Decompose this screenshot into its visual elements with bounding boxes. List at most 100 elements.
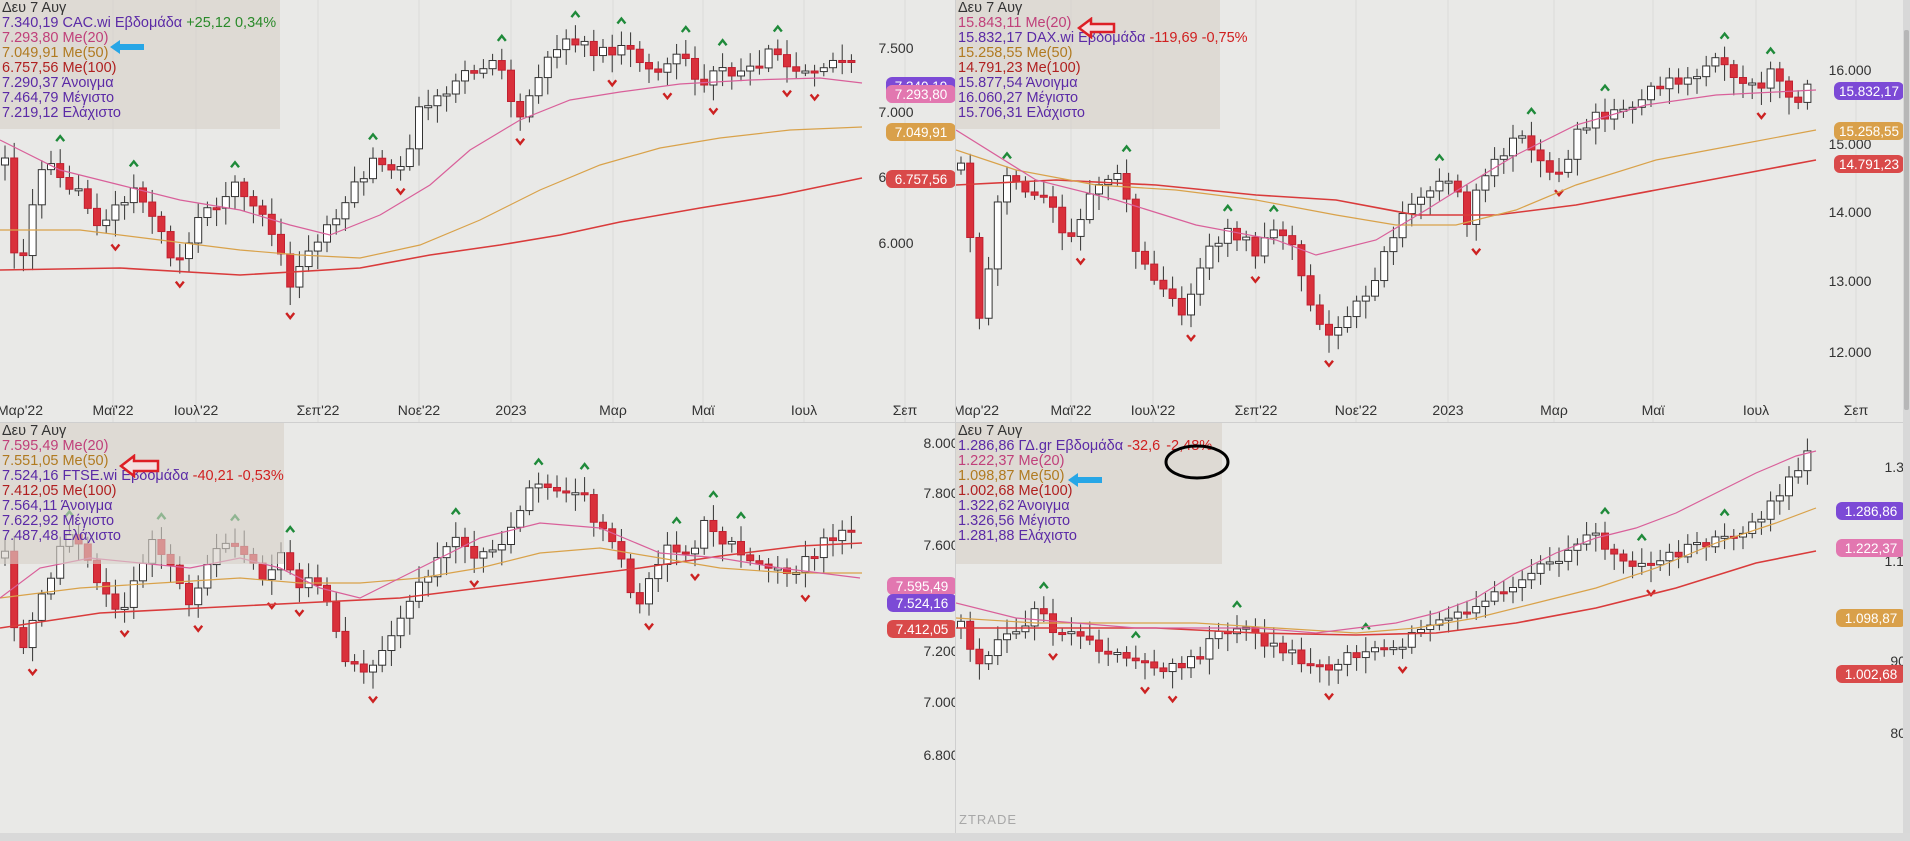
ftse-candle: [341, 630, 350, 663]
gd-candle: [1315, 664, 1324, 668]
gd-candle: [1159, 667, 1168, 673]
annotation-arrow-blue-gd: [1068, 473, 1102, 487]
gd-legend-row: 1.322,62 Άνοιγμα: [958, 499, 1220, 514]
cac-candle: [258, 205, 267, 215]
gd-candle: [1463, 611, 1471, 615]
cac-candle: [553, 49, 561, 58]
gd-candle: [1407, 632, 1416, 648]
ftse-pivot-high-arrow: [579, 462, 590, 470]
cac-candle: [497, 60, 506, 71]
dax-candle: [993, 201, 1002, 270]
chart-panel-cac[interactable]: 7.5007.0006.5006.000Μαρ'22Μαϊ'22Ιουλ'22Σ…: [0, 0, 955, 422]
dax-x-tick-label: Σεπ'22: [1235, 402, 1278, 418]
dax-ma20-line: [956, 89, 1817, 256]
cac-legend-label: 7.293,80 Me(20): [2, 30, 109, 46]
dax-candle: [1223, 227, 1232, 244]
gd-candle: [993, 639, 1002, 657]
dax-candle: [1058, 206, 1067, 234]
chart-panel-gd[interactable]: 1.3001.1009008001.286,861.222,371.098,87…: [956, 423, 1903, 833]
dax-pivot-low-arrow: [1075, 257, 1086, 266]
cac-candle: [801, 70, 810, 74]
gd-candle: [1361, 651, 1370, 659]
cac-candle: [681, 53, 690, 59]
ftse-candle: [746, 554, 755, 562]
scrollbar[interactable]: [1903, 0, 1910, 841]
cac-x-tick-label: Σεπ'22: [297, 402, 340, 418]
gd-ma20-line: [956, 450, 1817, 634]
scrollbar-thumb[interactable]: [1904, 30, 1909, 410]
ftse-y-tick-label: 7.600: [923, 537, 955, 553]
ftse-candle: [378, 650, 387, 666]
dax-pivot-low-arrow: [1471, 247, 1482, 256]
gd-pivot-high-arrow: [1719, 508, 1730, 517]
gd-pivot-high-arrow: [1600, 506, 1610, 515]
gd-candle: [1260, 632, 1269, 647]
dax-candle: [1693, 76, 1701, 80]
dax-candle: [1076, 219, 1085, 237]
gd-candle: [1380, 647, 1389, 651]
ftse-candle: [350, 661, 359, 665]
ftse-legend-change: -40,21 -0,53%: [188, 468, 284, 484]
ftse-legend-row: 7.564,11 Άνοιγμα: [2, 499, 282, 514]
gd-candle: [1398, 646, 1407, 650]
ftse-candle: [681, 551, 690, 555]
cac-candle: [543, 56, 552, 79]
ftse-chart-svg: 8.0007.8007.6007.4007.2007.0006.8007.595…: [0, 435, 955, 763]
ftse-value-badge: 7.524,16: [887, 594, 955, 612]
gd-legend-row: 1.222,37 Me(20): [958, 454, 1220, 469]
dax-candle: [1067, 232, 1076, 237]
cac-legend-label: 7.464,79 Μέγιστο: [2, 90, 115, 106]
cac-candle: [451, 80, 460, 95]
dax-candle: [1039, 194, 1048, 198]
ftse-candle: [553, 486, 561, 492]
dax-candle: [1417, 196, 1425, 205]
gd-candle: [1095, 639, 1103, 652]
chart-panel-dax[interactable]: 16.000 15.000 14.000 13.000 12.000 Μαρ'22 Μαϊ'…: [956, 0, 1903, 422]
cac-candle: [645, 62, 653, 70]
dax-candle: [1233, 227, 1241, 241]
ftse-candle: [497, 543, 506, 551]
dax-x-tick-label: 2023: [1432, 402, 1463, 418]
cac-candle: [350, 181, 359, 204]
dax-candle: [1049, 196, 1057, 208]
dax-candle: [1113, 173, 1122, 180]
chart-panel-ftse[interactable]: 8.0007.8007.6007.4007.2007.0006.8007.595…: [0, 423, 955, 833]
cac-ma100-line: [0, 177, 863, 276]
ftse-candle: [819, 537, 828, 559]
cac-candle: [10, 157, 19, 254]
annotation-ellipse-gd: [1164, 444, 1230, 480]
cac-candle: [792, 66, 801, 72]
dax-candle: [1720, 57, 1729, 66]
dax-candle: [1389, 237, 1398, 253]
dax-y-tick-label: 16.000: [1829, 62, 1872, 78]
cac-candle: [332, 218, 341, 226]
cac-pivot-low-arrow: [607, 79, 618, 88]
cac-candle: [415, 106, 423, 150]
dax-legend-label: 15.258,55 Me(50): [958, 45, 1073, 61]
dax-pivot-high-arrow: [1002, 151, 1012, 160]
dax-candle: [1573, 128, 1582, 160]
dax-candle: [1407, 203, 1416, 215]
ftse-candle: [718, 531, 727, 545]
gd-candle: [1187, 656, 1195, 669]
ftse-candle: [139, 562, 147, 582]
dax-candle: [1334, 327, 1343, 336]
cac-candle: [369, 157, 377, 180]
cac-pivot-low-arrow: [174, 280, 185, 289]
cac-chart-svg: 7.5007.0006.5006.000Μαρ'22Μαϊ'22Ιουλ'22Σ…: [0, 0, 955, 422]
dax-legend-row: 15.843,11 Me(20): [958, 16, 1218, 31]
gd-candle: [1288, 649, 1297, 654]
cac-candle: [461, 70, 469, 82]
gd-legend-row: 1.326,56 Μέγιστο: [958, 514, 1220, 529]
gd-candle: [1058, 632, 1067, 636]
gd-candle: [1067, 631, 1076, 635]
gd-candle: [1665, 551, 1674, 562]
gd-value-badge-text: 1.098,87: [1845, 611, 1898, 626]
cac-candle: [755, 65, 764, 69]
cac-y-tick-label: 6.000: [878, 235, 913, 251]
gd-y-tick-label: 1.300: [1884, 459, 1903, 475]
cac-candle: [617, 45, 626, 56]
dax-candle: [966, 162, 975, 238]
cac-pivot-low-arrow: [662, 92, 673, 101]
gd-pivot-high-arrow: [1130, 630, 1141, 639]
